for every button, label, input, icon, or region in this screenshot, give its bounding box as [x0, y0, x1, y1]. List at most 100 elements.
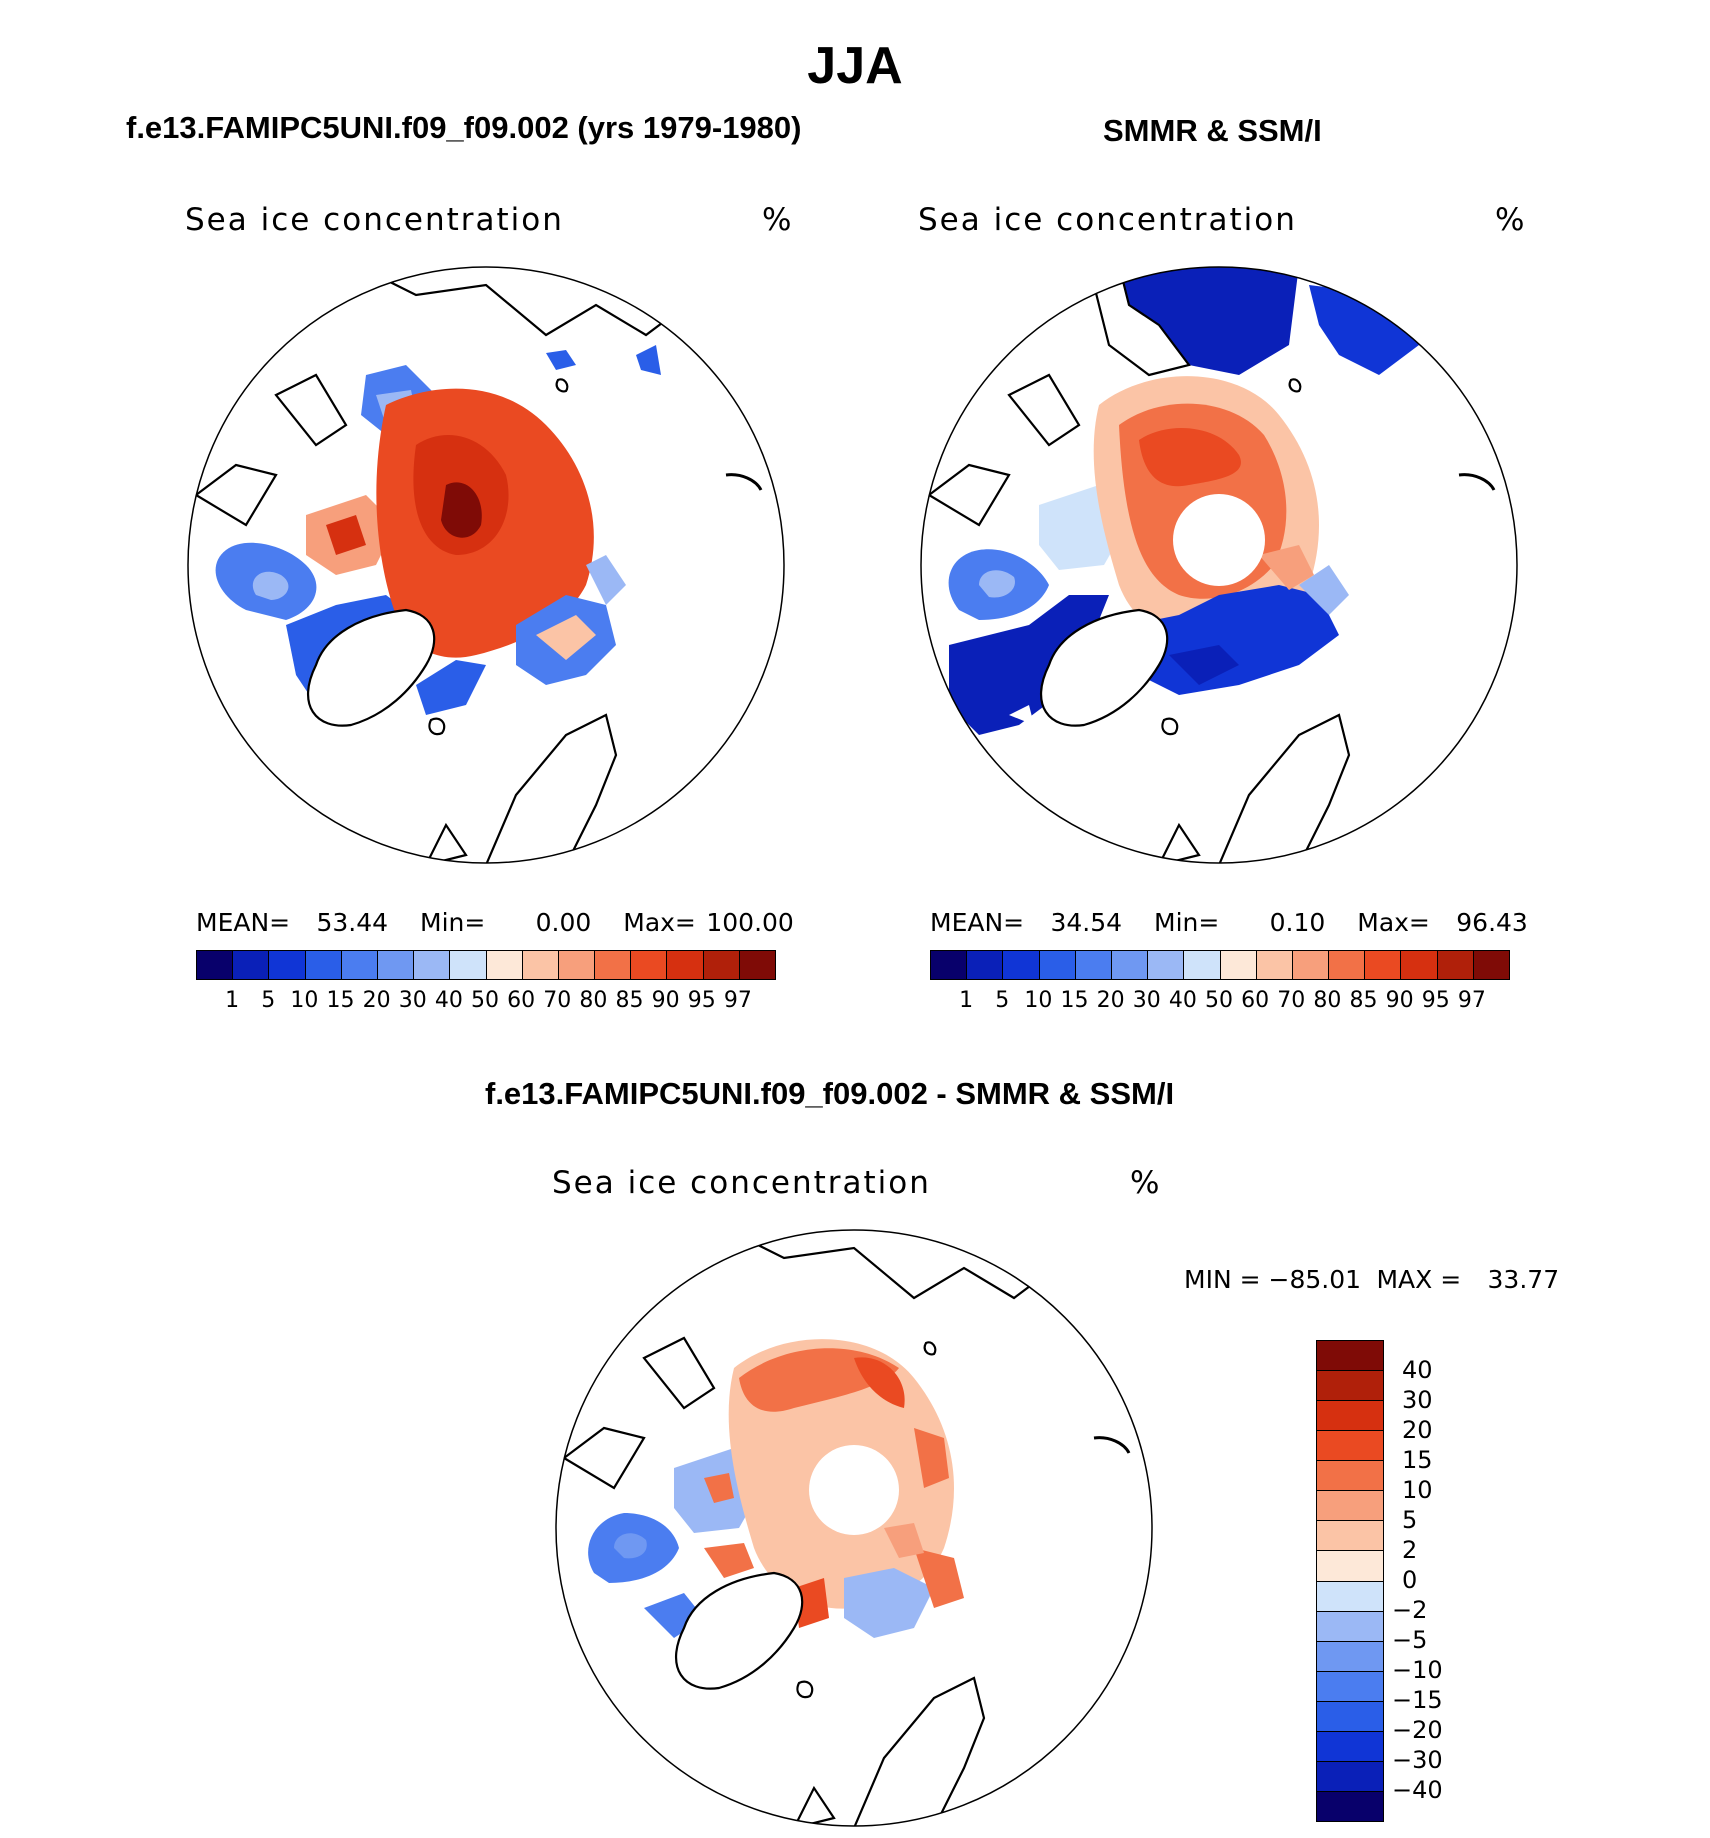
colorbar-tick-label: 30 — [1132, 988, 1161, 1013]
colorbar-swatch — [197, 951, 234, 979]
colorbar-swatch — [1317, 1791, 1383, 1821]
colorbar-swatch — [269, 951, 306, 979]
colorbar-tick-label: 15 — [1060, 988, 1089, 1013]
diff-colorbar-ticks: 40 30 20 15 10 5 2 0 −2 −5 −10 −15 −20 −30 −40 — [1392, 1340, 1482, 1820]
colorbar-swatch — [486, 951, 523, 979]
diff-panel-title: f.e13.FAMIPC5UNI.f09_f09.002 - SMMR & SS… — [485, 1076, 1175, 1111]
obs-min-label: Min= — [1154, 908, 1220, 937]
diff-units-label: % — [1130, 1165, 1162, 1201]
colorbar-tick-label: 20 — [1096, 988, 1125, 1013]
colorbar-swatch — [631, 951, 668, 979]
colorbar-tick-label: 20 — [362, 988, 391, 1013]
model-colorbar — [196, 950, 776, 980]
colorbar-swatch — [1317, 1761, 1383, 1792]
obs-panel-title: SMMR & SSM/I — [1103, 113, 1322, 148]
colorbar-swatch — [1437, 951, 1474, 979]
colorbar-swatch — [450, 951, 487, 979]
colorbar-tick-label: −15 — [1392, 1686, 1443, 1714]
colorbar-swatch — [522, 951, 559, 979]
obs-max-label: Max= — [1357, 908, 1430, 937]
colorbar-tick-label: 20 — [1402, 1416, 1433, 1444]
diff-min-label: MIN = — [1184, 1265, 1261, 1294]
colorbar-tick-label: −10 — [1392, 1656, 1443, 1684]
model-panel-title: f.e13.FAMIPC5UNI.f09_f09.002 (yrs 1979-1… — [126, 110, 802, 145]
model-mean-value: 53.44 — [316, 908, 389, 937]
diff-min-value: −85.01 — [1268, 1265, 1362, 1294]
colorbar-tick-label: 60 — [507, 988, 536, 1013]
colorbar-swatch — [1317, 1401, 1383, 1432]
obs-variable-label: Sea ice concentration — [918, 202, 1297, 238]
colorbar-tick-label: −5 — [1392, 1626, 1428, 1654]
obs-colorbar — [930, 950, 1510, 980]
colorbar-swatch — [1039, 951, 1076, 979]
colorbar-tick-label: 90 — [1385, 988, 1414, 1013]
colorbar-tick-label: −2 — [1392, 1596, 1428, 1624]
diff-colorbar — [1316, 1340, 1384, 1822]
colorbar-tick-label: 5 — [261, 988, 276, 1013]
obs-mean-value: 34.54 — [1050, 908, 1123, 937]
colorbar-swatch — [377, 951, 415, 979]
colorbar-tick-label: 5 — [1402, 1506, 1418, 1534]
colorbar-swatch — [1365, 951, 1402, 979]
colorbar-swatch — [1473, 951, 1509, 979]
colorbar-swatch — [1401, 951, 1438, 979]
colorbar-tick-label: 50 — [471, 988, 499, 1013]
colorbar-swatch — [1075, 951, 1112, 979]
colorbar-swatch — [1317, 1671, 1383, 1702]
colorbar-swatch — [1256, 951, 1293, 979]
colorbar-swatch — [414, 951, 451, 979]
obs-min-value: 0.10 — [1269, 908, 1326, 937]
colorbar-swatch — [667, 951, 704, 979]
colorbar-tick-label: 40 — [1168, 988, 1197, 1013]
colorbar-swatch — [703, 951, 740, 979]
colorbar-tick-label: 30 — [1402, 1386, 1433, 1414]
model-min-value: 0.00 — [535, 908, 592, 937]
colorbar-swatch — [1317, 1341, 1383, 1372]
colorbar-tick-label: −30 — [1392, 1746, 1443, 1774]
colorbar-swatch — [595, 951, 632, 979]
colorbar-swatch — [1111, 951, 1149, 979]
colorbar-swatch — [1292, 951, 1330, 979]
colorbar-tick-label: 85 — [1349, 988, 1378, 1013]
colorbar-swatch — [739, 951, 775, 979]
colorbar-swatch — [305, 951, 342, 979]
colorbar-swatch — [1317, 1581, 1383, 1612]
colorbar-tick-label: 50 — [1205, 988, 1233, 1013]
colorbar-swatch — [558, 951, 596, 979]
colorbar-tick-label: 97 — [723, 988, 752, 1013]
colorbar-swatch — [341, 951, 378, 979]
colorbar-swatch — [1220, 951, 1257, 979]
colorbar-swatch — [1317, 1611, 1383, 1642]
colorbar-swatch — [1317, 1431, 1383, 1462]
model-min-label: Min= — [420, 908, 486, 937]
colorbar-tick-label: 0 — [1402, 1566, 1418, 1594]
colorbar-tick-label: 70 — [1277, 988, 1306, 1013]
colorbar-swatch — [967, 951, 1004, 979]
colorbar-tick-label: −40 — [1392, 1776, 1443, 1804]
diff-max-value: 33.77 — [1487, 1265, 1560, 1294]
obs-units-label: % — [1495, 202, 1527, 238]
colorbar-tick-label: 15 — [1402, 1446, 1433, 1474]
colorbar-tick-label: 90 — [651, 988, 680, 1013]
colorbar-tick-label: 60 — [1241, 988, 1270, 1013]
colorbar-tick-label: 5 — [995, 988, 1010, 1013]
colorbar-swatch — [1317, 1551, 1383, 1582]
diff-variable-label: Sea ice concentration — [552, 1165, 931, 1201]
colorbar-swatch — [233, 951, 270, 979]
obs-stats: MEAN= 34.54 Min= 0.10 Max= 96.43 — [930, 908, 1528, 937]
colorbar-swatch — [1317, 1371, 1383, 1402]
colorbar-tick-label: 40 — [434, 988, 463, 1013]
colorbar-swatch — [1317, 1491, 1383, 1522]
colorbar-swatch — [1317, 1701, 1383, 1732]
colorbar-tick-label: 70 — [543, 988, 572, 1013]
model-mean-label: MEAN= — [196, 908, 291, 937]
colorbar-tick-label: 97 — [1457, 988, 1486, 1013]
colorbar-tick-label: −20 — [1392, 1716, 1443, 1744]
colorbar-swatch — [1148, 951, 1185, 979]
diff-polar-map — [555, 1229, 1153, 1827]
colorbar-tick-label: 40 — [1402, 1356, 1433, 1384]
colorbar-swatch — [1317, 1641, 1383, 1672]
model-stats: MEAN= 53.44 Min= 0.00 Max= 100.00 — [196, 908, 794, 937]
colorbar-tick-label: 2 — [1402, 1536, 1418, 1564]
colorbar-tick-label: 80 — [579, 988, 608, 1013]
